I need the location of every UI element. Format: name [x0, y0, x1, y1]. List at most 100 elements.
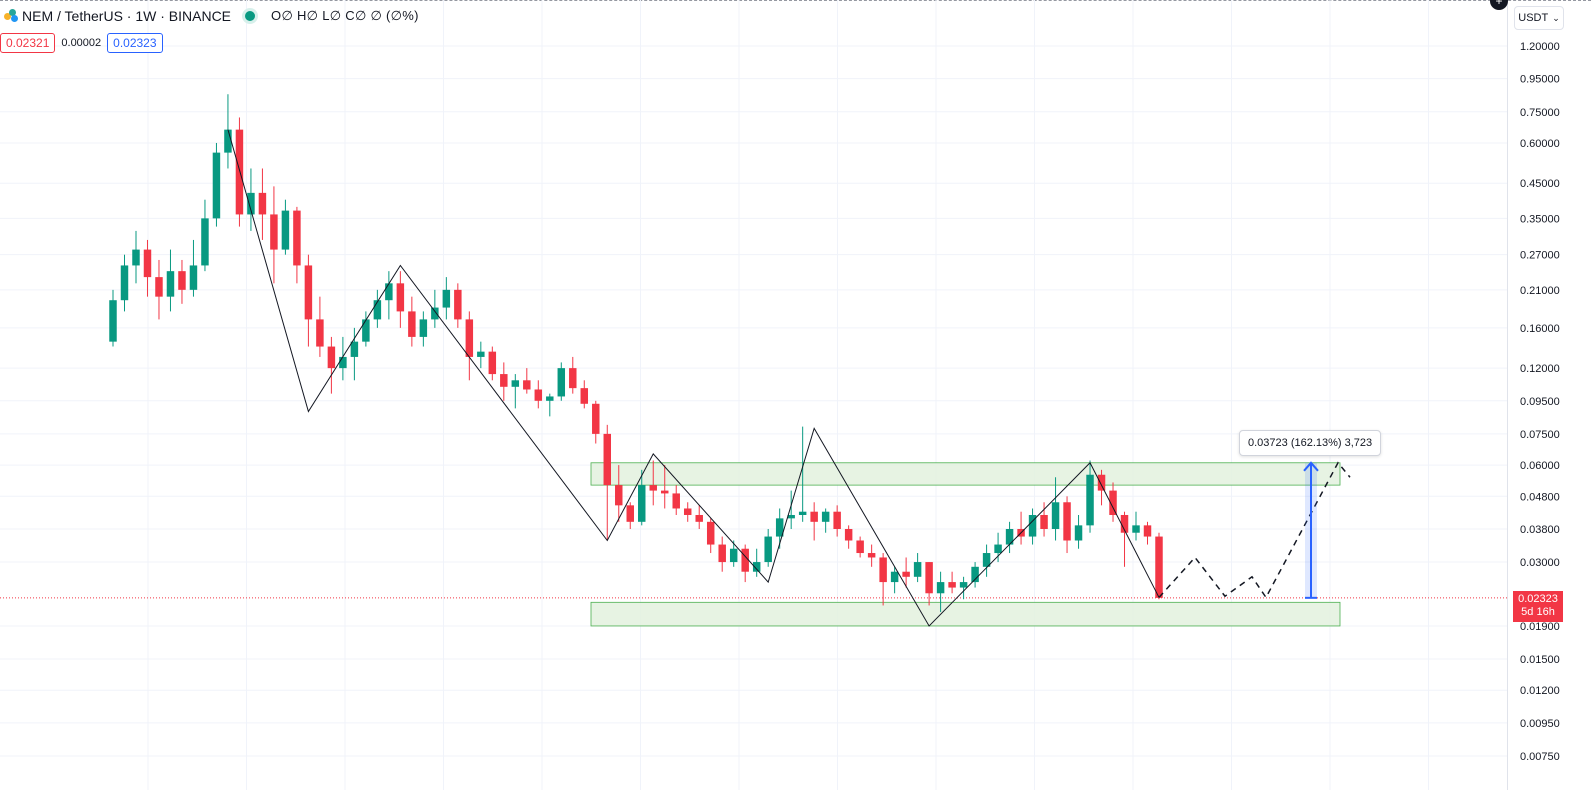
- price-tick-label: 0.75000: [1520, 107, 1560, 119]
- symbol-name[interactable]: NEM / TetherUS · 1W · BINANCE: [22, 8, 231, 24]
- candle-body: [1086, 474, 1094, 526]
- candle-body: [592, 403, 600, 434]
- price-tick-label: 0.04800: [1520, 491, 1560, 503]
- price-tick-label: 0.01900: [1520, 621, 1560, 633]
- ask-price-button[interactable]: 0.02323: [107, 33, 163, 53]
- candle-body: [155, 277, 163, 297]
- resistance-zone: [590, 462, 1341, 486]
- candle-body: [959, 582, 968, 588]
- candle-body: [1005, 528, 1014, 545]
- support-zone: [590, 601, 1341, 627]
- candle-body: [477, 351, 485, 357]
- candle-body: [350, 341, 359, 357]
- plus-circle-icon[interactable]: +: [1490, 0, 1508, 10]
- price-tick-label: 0.16000: [1520, 323, 1560, 335]
- candle-body: [500, 374, 508, 387]
- candle-body: [1143, 525, 1152, 537]
- price-tick-label: 0.01500: [1520, 654, 1560, 666]
- candle-body: [442, 289, 451, 308]
- candle-body: [1120, 514, 1129, 533]
- price-tick-label: 0.12000: [1520, 363, 1560, 375]
- candle-body: [626, 505, 634, 522]
- candle-body: [902, 571, 910, 577]
- candle-body: [718, 544, 726, 563]
- top-dashed-border: [0, 0, 1591, 1]
- candle-body: [580, 388, 589, 404]
- candle-body: [523, 380, 531, 390]
- candle-body: [385, 283, 393, 301]
- price-tick-label: 0.03000: [1520, 557, 1560, 569]
- price-tick-label: 0.35000: [1520, 213, 1560, 225]
- candle-body: [120, 265, 129, 301]
- candle-body: [281, 210, 290, 250]
- candle-body: [408, 311, 416, 337]
- candle-body: [1051, 502, 1060, 529]
- price-tick-label: 0.03800: [1520, 524, 1560, 536]
- candle-body: [672, 493, 680, 509]
- bid-ask-row: 0.02321 0.00002 0.02323: [0, 33, 163, 53]
- candle-body: [615, 485, 623, 506]
- candles: [109, 94, 1163, 612]
- symbol-base: NEM: [22, 8, 54, 24]
- candle-body: [1097, 474, 1106, 491]
- candle-body: [488, 351, 497, 375]
- candle-body: [821, 511, 830, 522]
- candle-body: [511, 380, 520, 387]
- measure-arrow-icon: [1303, 461, 1319, 472]
- candle-body: [339, 356, 347, 369]
- symbol-logo-icon: [4, 9, 18, 23]
- bid-price-button[interactable]: 0.02321: [0, 33, 56, 53]
- drawings: [227, 129, 1351, 627]
- candle-body: [856, 540, 864, 554]
- candle-body: [247, 192, 255, 215]
- candle-body: [362, 319, 370, 342]
- candle-body: [316, 319, 324, 347]
- countdown-value: 5d 16h: [1521, 606, 1555, 618]
- zones: [0, 462, 1507, 627]
- projection-dashed-path: [1158, 461, 1351, 599]
- candle-body: [729, 548, 738, 563]
- candle-body: [293, 210, 301, 266]
- candle-body: [879, 557, 887, 583]
- candle-body: [810, 511, 818, 522]
- candle-body: [212, 152, 221, 219]
- candle-body: [132, 249, 140, 266]
- candle-body: [867, 553, 876, 558]
- grid: [0, 0, 1507, 790]
- candle-body: [235, 129, 244, 215]
- price-tick-label: 0.00950: [1520, 718, 1560, 730]
- candle-body: [557, 368, 566, 397]
- price-tick-label: 0.27000: [1520, 250, 1560, 262]
- candle-body: [649, 485, 657, 491]
- candle-body: [258, 192, 267, 215]
- price-tick-label: 0.07500: [1520, 429, 1560, 441]
- candle-body: [764, 536, 772, 563]
- symbol-separator: /: [57, 8, 61, 24]
- candle-body: [569, 368, 577, 389]
- candle-body: [982, 553, 991, 567]
- candle-body: [913, 562, 922, 577]
- candle-body: [1063, 502, 1071, 541]
- candle-body: [925, 562, 933, 594]
- currency-button[interactable]: USDT ⌄: [1514, 6, 1564, 30]
- symbol-legend: NEM / TetherUS · 1W · BINANCE O∅ H∅ L∅ C…: [4, 6, 419, 26]
- candle-body: [304, 265, 313, 320]
- candle-body: [109, 300, 117, 342]
- candle-body: [890, 571, 899, 583]
- last-price-value: 0.02323: [1518, 593, 1558, 605]
- candle-body: [706, 521, 715, 545]
- candle-body: [752, 562, 761, 572]
- ohlc-values: O∅ H∅ L∅ C∅ ∅ (∅%): [271, 8, 419, 23]
- candle-body: [994, 544, 1002, 554]
- currency-label: USDT: [1518, 12, 1549, 24]
- candle-body: [1074, 525, 1083, 541]
- candle-body: [373, 300, 382, 320]
- market-status-icon[interactable]: [245, 11, 256, 21]
- candle-body: [270, 214, 278, 250]
- price-axis[interactable]: 1.20000 0.95000 0.75000 0.60000 0.45000 0.350…: [1507, 0, 1560, 790]
- zigzag-trend-line: [227, 129, 1160, 627]
- candle-body: [971, 566, 979, 583]
- price-tick-label: 0.95000: [1520, 74, 1560, 86]
- candle-body: [178, 271, 186, 290]
